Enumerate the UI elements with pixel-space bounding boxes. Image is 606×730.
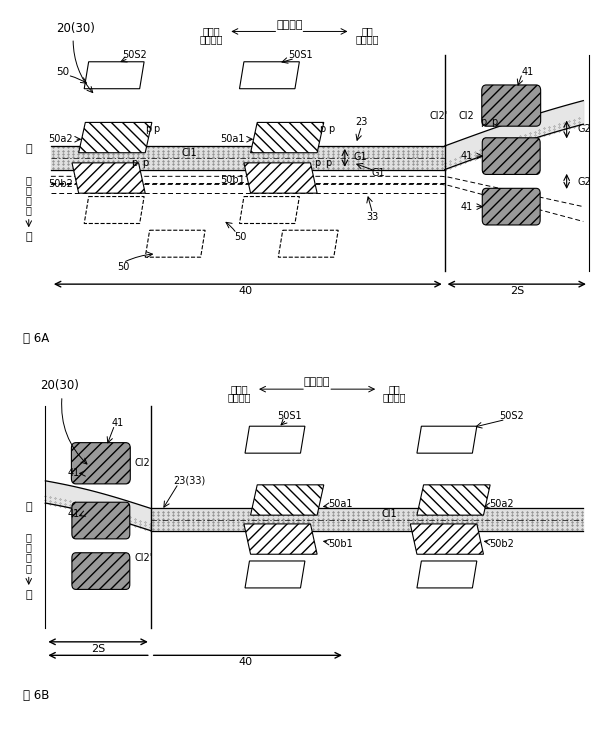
FancyBboxPatch shape xyxy=(482,85,541,126)
Polygon shape xyxy=(410,524,484,554)
Text: G2: G2 xyxy=(578,124,591,134)
Text: 一方: 一方 xyxy=(389,384,401,394)
FancyBboxPatch shape xyxy=(482,188,540,225)
Text: 图 6B: 图 6B xyxy=(23,689,50,702)
Text: Cl2': Cl2' xyxy=(134,553,152,563)
Text: 另一方: 另一方 xyxy=(231,384,248,394)
Text: 另一方: 另一方 xyxy=(203,26,221,36)
Text: 50: 50 xyxy=(56,67,70,77)
Text: 方: 方 xyxy=(26,195,32,205)
Text: p: p xyxy=(145,124,151,134)
Text: 41: 41 xyxy=(460,151,473,161)
Text: p: p xyxy=(328,124,334,134)
Text: p: p xyxy=(491,118,498,128)
Text: 50S2: 50S2 xyxy=(499,411,524,421)
Text: 图 6A: 图 6A xyxy=(23,331,50,345)
Polygon shape xyxy=(239,62,299,89)
Text: 50S1: 50S1 xyxy=(277,411,302,421)
Text: 23: 23 xyxy=(355,118,368,128)
Text: 下: 下 xyxy=(26,542,32,553)
Polygon shape xyxy=(244,163,317,193)
Text: （内侧）: （内侧） xyxy=(200,34,224,45)
Text: p: p xyxy=(153,124,159,134)
Text: 50S2: 50S2 xyxy=(122,50,147,60)
Polygon shape xyxy=(239,196,299,223)
Polygon shape xyxy=(72,163,145,193)
Text: p: p xyxy=(319,124,326,134)
Text: 下: 下 xyxy=(25,232,32,242)
Polygon shape xyxy=(145,230,205,257)
Text: 向: 向 xyxy=(26,205,32,215)
Text: p: p xyxy=(142,158,148,168)
Text: 41: 41 xyxy=(112,418,124,428)
Text: 20(30): 20(30) xyxy=(40,380,79,392)
Text: 左右方向: 左右方向 xyxy=(276,20,302,30)
Text: 33: 33 xyxy=(367,212,379,222)
Text: 41: 41 xyxy=(68,469,80,478)
Text: 50a2: 50a2 xyxy=(489,499,514,509)
Text: Cl2: Cl2 xyxy=(459,111,474,120)
FancyBboxPatch shape xyxy=(72,442,130,484)
Text: 左右方向: 左右方向 xyxy=(304,377,330,388)
Text: Cl1: Cl1 xyxy=(182,147,198,158)
Polygon shape xyxy=(244,524,317,554)
Text: p: p xyxy=(325,158,331,168)
Polygon shape xyxy=(245,561,305,588)
Polygon shape xyxy=(79,123,152,153)
Text: Cl1: Cl1 xyxy=(381,509,397,519)
Text: 一方: 一方 xyxy=(361,26,373,36)
Text: （外侧）: （外侧） xyxy=(355,34,379,45)
Polygon shape xyxy=(417,426,477,453)
Text: 50a2: 50a2 xyxy=(48,134,73,145)
Text: 23(33): 23(33) xyxy=(173,475,205,485)
Text: G1: G1 xyxy=(353,153,367,163)
Text: Cl2: Cl2 xyxy=(134,458,150,468)
Text: 50: 50 xyxy=(118,262,130,272)
Text: Cl2': Cl2' xyxy=(429,111,447,120)
Text: 向: 向 xyxy=(26,563,32,573)
Text: G2: G2 xyxy=(578,177,591,187)
FancyBboxPatch shape xyxy=(72,502,130,539)
Text: 41: 41 xyxy=(522,67,534,77)
Text: （内侧）: （内侧） xyxy=(383,392,407,402)
Text: p: p xyxy=(314,158,320,168)
Text: 2S: 2S xyxy=(91,644,105,653)
Text: 41: 41 xyxy=(460,201,473,212)
Text: 40: 40 xyxy=(238,286,252,296)
Polygon shape xyxy=(417,561,477,588)
Text: 41: 41 xyxy=(68,509,80,519)
Text: 方: 方 xyxy=(26,553,32,563)
Text: 上: 上 xyxy=(25,502,32,512)
Polygon shape xyxy=(84,62,144,89)
Polygon shape xyxy=(417,485,490,515)
Text: 下: 下 xyxy=(26,185,32,195)
FancyBboxPatch shape xyxy=(72,553,130,589)
Text: p: p xyxy=(481,118,487,128)
Text: 40: 40 xyxy=(238,657,252,667)
Text: 50: 50 xyxy=(234,232,246,242)
Text: 20(30): 20(30) xyxy=(56,22,95,34)
Text: G1: G1 xyxy=(371,168,385,178)
Text: 50b2: 50b2 xyxy=(489,539,514,549)
Polygon shape xyxy=(245,426,305,453)
Text: 50b1: 50b1 xyxy=(220,174,245,185)
Polygon shape xyxy=(250,485,324,515)
Text: 上: 上 xyxy=(26,174,32,185)
Polygon shape xyxy=(84,196,144,223)
Text: 50b1: 50b1 xyxy=(328,539,353,549)
Text: p: p xyxy=(131,158,137,168)
Polygon shape xyxy=(250,123,324,153)
Text: （外侧）: （外侧） xyxy=(228,392,251,402)
Text: 50a1: 50a1 xyxy=(328,499,353,509)
FancyBboxPatch shape xyxy=(482,138,540,174)
Text: 上: 上 xyxy=(26,532,32,542)
Text: 上: 上 xyxy=(25,145,32,154)
Text: 50S1: 50S1 xyxy=(288,50,313,60)
Text: 50b2: 50b2 xyxy=(48,180,73,189)
Text: 2S: 2S xyxy=(510,286,524,296)
Text: 下: 下 xyxy=(25,590,32,599)
Text: 50a1: 50a1 xyxy=(221,134,245,145)
Polygon shape xyxy=(278,230,338,257)
